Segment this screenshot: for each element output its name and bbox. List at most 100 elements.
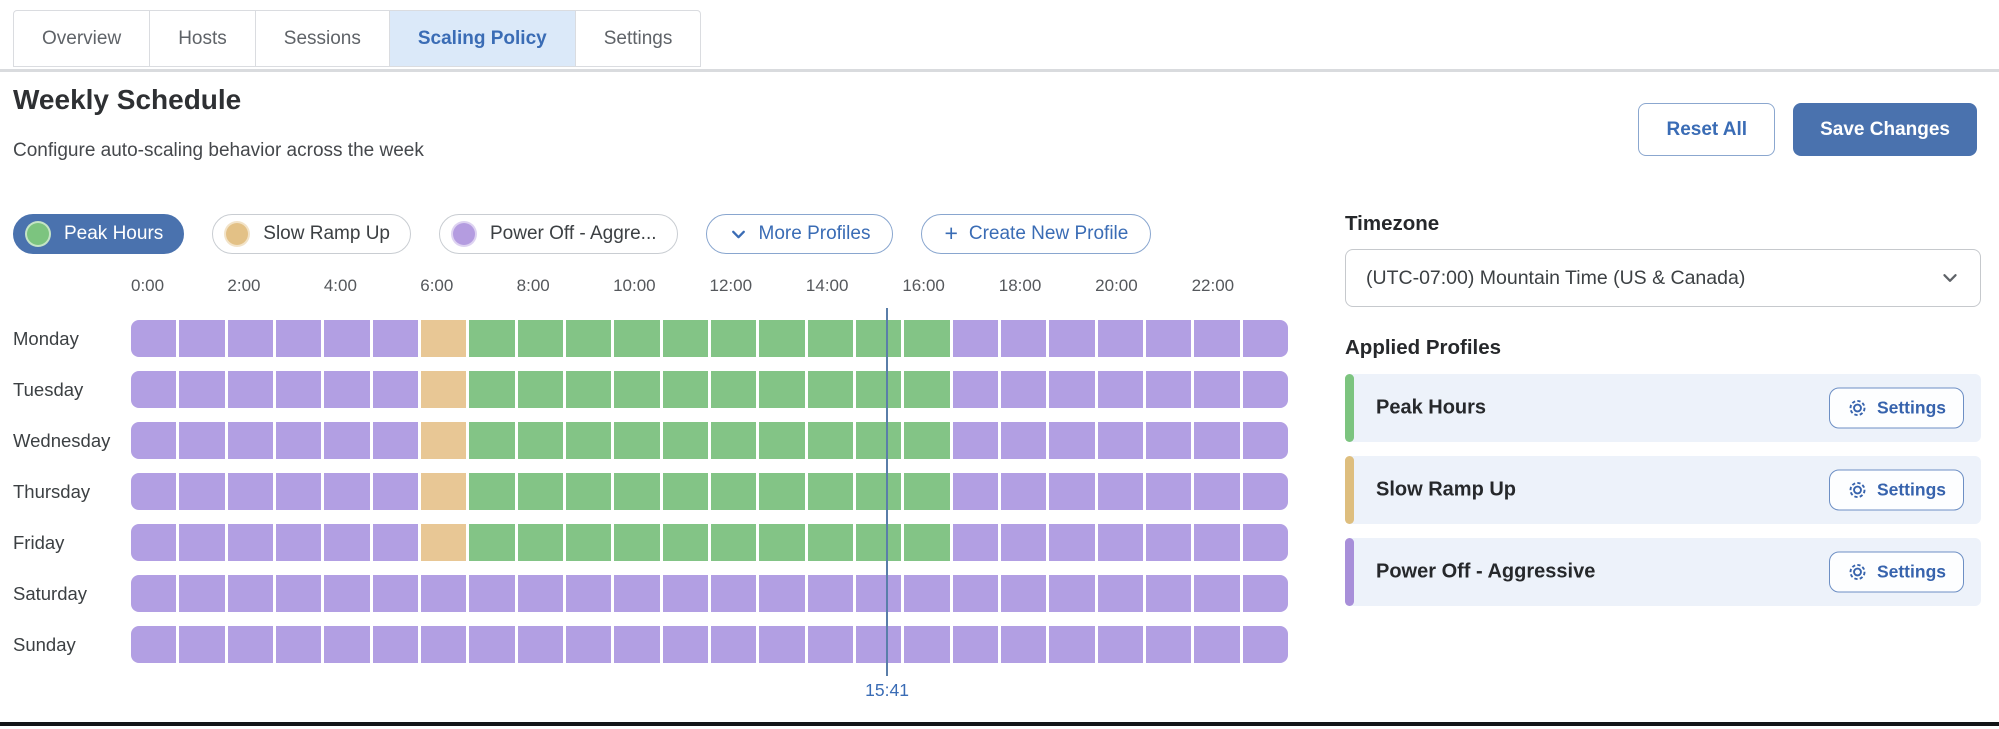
schedule-cell[interactable] (662, 575, 708, 612)
schedule-cell[interactable] (179, 422, 225, 459)
schedule-cell[interactable] (807, 320, 853, 357)
schedule-cell[interactable] (1194, 575, 1240, 612)
schedule-cell[interactable] (759, 626, 805, 663)
schedule-cell[interactable] (904, 626, 950, 663)
schedule-cell[interactable] (855, 371, 902, 408)
schedule-cell[interactable] (1145, 575, 1192, 612)
schedule-cell[interactable] (179, 473, 225, 510)
schedule-cell[interactable] (614, 320, 660, 357)
schedule-cell[interactable] (1242, 422, 1288, 459)
more-profiles-button[interactable]: More Profiles (705, 214, 894, 254)
schedule-cell[interactable] (614, 575, 660, 612)
settings-button[interactable]: Settings (1828, 469, 1964, 511)
schedule-cell[interactable] (759, 524, 805, 561)
schedule-cell[interactable] (1242, 320, 1288, 357)
schedule-cell[interactable] (517, 524, 563, 561)
schedule-cell[interactable] (1194, 626, 1240, 663)
settings-button[interactable]: Settings (1828, 387, 1964, 429)
schedule-cell[interactable] (469, 320, 515, 357)
schedule-cell[interactable] (1145, 473, 1192, 510)
schedule-cell[interactable] (1242, 575, 1288, 612)
schedule-cell[interactable] (614, 524, 660, 561)
tab-hosts[interactable]: Hosts (150, 10, 256, 67)
schedule-cell[interactable] (904, 371, 950, 408)
schedule-cell[interactable] (420, 626, 467, 663)
schedule-cell[interactable] (179, 371, 225, 408)
schedule-cell[interactable] (372, 575, 418, 612)
schedule-cell[interactable] (517, 575, 563, 612)
schedule-cell[interactable] (1000, 422, 1047, 459)
chip-slow-ramp-up[interactable]: Slow Ramp Up (212, 214, 411, 254)
schedule-cell[interactable] (710, 320, 757, 357)
schedule-cell[interactable] (275, 371, 322, 408)
schedule-cell[interactable] (420, 524, 467, 561)
schedule-cell[interactable] (1097, 524, 1143, 561)
schedule-cell[interactable] (131, 422, 177, 459)
schedule-cell[interactable] (227, 422, 273, 459)
schedule-cell[interactable] (710, 371, 757, 408)
schedule-cell[interactable] (179, 320, 225, 357)
schedule-cell[interactable] (227, 320, 273, 357)
schedule-cell[interactable] (710, 575, 757, 612)
schedule-cell[interactable] (1097, 371, 1143, 408)
schedule-cell[interactable] (807, 371, 853, 408)
schedule-cell[interactable] (469, 575, 515, 612)
schedule-cell[interactable] (1242, 524, 1288, 561)
schedule-cell[interactable] (517, 320, 563, 357)
schedule-cell[interactable] (227, 371, 273, 408)
schedule-cell[interactable] (759, 473, 805, 510)
schedule-cell[interactable] (131, 575, 177, 612)
schedule-cell[interactable] (275, 626, 322, 663)
schedule-cell[interactable] (710, 626, 757, 663)
schedule-cell[interactable] (807, 473, 853, 510)
schedule-cell[interactable] (1097, 422, 1143, 459)
schedule-cell[interactable] (1000, 575, 1047, 612)
schedule-cell[interactable] (1000, 473, 1047, 510)
schedule-cell[interactable] (372, 320, 418, 357)
schedule-cell[interactable] (759, 371, 805, 408)
schedule-cell[interactable] (1049, 422, 1095, 459)
schedule-cell[interactable] (1049, 320, 1095, 357)
schedule-cell[interactable] (952, 320, 998, 357)
schedule-cell[interactable] (324, 626, 370, 663)
schedule-cell[interactable] (565, 575, 612, 612)
schedule-cell[interactable] (565, 320, 612, 357)
schedule-cell[interactable] (372, 371, 418, 408)
schedule-cell[interactable] (855, 473, 902, 510)
schedule-cell[interactable] (372, 473, 418, 510)
schedule-cell[interactable] (662, 371, 708, 408)
schedule-cell[interactable] (952, 575, 998, 612)
save-changes-button[interactable]: Save Changes (1793, 103, 1977, 156)
schedule-cell[interactable] (324, 473, 370, 510)
schedule-cell[interactable] (517, 473, 563, 510)
schedule-cell[interactable] (131, 626, 177, 663)
schedule-cell[interactable] (662, 524, 708, 561)
schedule-cell[interactable] (1000, 371, 1047, 408)
tab-settings[interactable]: Settings (575, 10, 702, 67)
schedule-cell[interactable] (372, 626, 418, 663)
schedule-cell[interactable] (952, 524, 998, 561)
schedule-cell[interactable] (662, 320, 708, 357)
schedule-cell[interactable] (662, 626, 708, 663)
schedule-cell[interactable] (855, 524, 902, 561)
schedule-cell[interactable] (904, 575, 950, 612)
schedule-cell[interactable] (1242, 473, 1288, 510)
schedule-cell[interactable] (759, 575, 805, 612)
schedule-cell[interactable] (469, 422, 515, 459)
schedule-cell[interactable] (710, 422, 757, 459)
schedule-cell[interactable] (1097, 320, 1143, 357)
schedule-cell[interactable] (275, 473, 322, 510)
schedule-cell[interactable] (227, 575, 273, 612)
chip-peak-hours[interactable]: Peak Hours (13, 214, 185, 254)
schedule-cell[interactable] (904, 422, 950, 459)
schedule-cell[interactable] (1145, 524, 1192, 561)
schedule-cell[interactable] (420, 575, 467, 612)
timezone-select[interactable]: (UTC-07:00) Mountain Time (US & Canada) (1345, 249, 1981, 307)
tab-scaling-policy[interactable]: Scaling Policy (389, 10, 576, 67)
schedule-cell[interactable] (759, 320, 805, 357)
schedule-cell[interactable] (1145, 320, 1192, 357)
schedule-cell[interactable] (1242, 626, 1288, 663)
schedule-cell[interactable] (131, 320, 177, 357)
schedule-cell[interactable] (1194, 422, 1240, 459)
schedule-cell[interactable] (904, 473, 950, 510)
